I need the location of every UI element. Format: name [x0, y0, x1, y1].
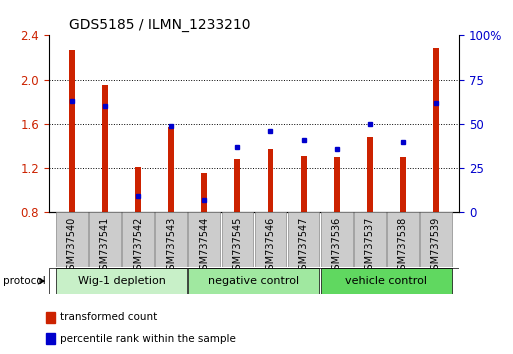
FancyBboxPatch shape: [354, 212, 386, 267]
Bar: [267, 149, 273, 212]
Bar: [168, 127, 174, 212]
Bar: [201, 173, 207, 212]
Text: GSM737540: GSM737540: [67, 217, 77, 276]
Text: GSM737541: GSM737541: [100, 217, 110, 276]
Bar: [188, 268, 320, 294]
Text: GSM737543: GSM737543: [166, 217, 176, 276]
FancyBboxPatch shape: [387, 212, 419, 267]
FancyBboxPatch shape: [122, 212, 154, 267]
FancyBboxPatch shape: [188, 212, 220, 267]
Bar: [234, 159, 241, 212]
Text: vehicle control: vehicle control: [345, 276, 427, 286]
Text: GSM737545: GSM737545: [232, 217, 242, 276]
Text: GSM737539: GSM737539: [431, 217, 441, 276]
FancyBboxPatch shape: [321, 212, 352, 267]
FancyBboxPatch shape: [89, 212, 121, 267]
Bar: [433, 47, 439, 212]
Bar: [46, 333, 55, 344]
Bar: [102, 85, 108, 212]
Text: GSM737538: GSM737538: [398, 217, 408, 276]
Bar: [46, 312, 55, 323]
Bar: [400, 157, 406, 212]
Text: GSM737542: GSM737542: [133, 217, 143, 276]
FancyBboxPatch shape: [254, 212, 286, 267]
Text: GDS5185 / ILMN_1233210: GDS5185 / ILMN_1233210: [69, 18, 251, 32]
Text: percentile rank within the sample: percentile rank within the sample: [60, 334, 236, 344]
Bar: [56, 268, 187, 294]
Text: GSM737544: GSM737544: [199, 217, 209, 276]
Bar: [333, 157, 340, 212]
Text: protocol: protocol: [3, 276, 45, 286]
FancyBboxPatch shape: [155, 212, 187, 267]
Text: GSM737546: GSM737546: [266, 217, 275, 276]
Text: GSM737537: GSM737537: [365, 217, 375, 276]
Bar: [367, 137, 373, 212]
FancyBboxPatch shape: [420, 212, 452, 267]
Text: transformed count: transformed count: [60, 312, 157, 322]
Text: GSM737547: GSM737547: [299, 217, 309, 276]
Text: Wig-1 depletion: Wig-1 depletion: [77, 276, 166, 286]
FancyBboxPatch shape: [288, 212, 320, 267]
Bar: [301, 156, 307, 212]
Bar: [135, 167, 141, 212]
FancyBboxPatch shape: [222, 212, 253, 267]
FancyBboxPatch shape: [56, 212, 88, 267]
Bar: [321, 268, 452, 294]
Text: negative control: negative control: [208, 276, 300, 286]
Bar: [69, 50, 75, 212]
Text: GSM737536: GSM737536: [332, 217, 342, 276]
